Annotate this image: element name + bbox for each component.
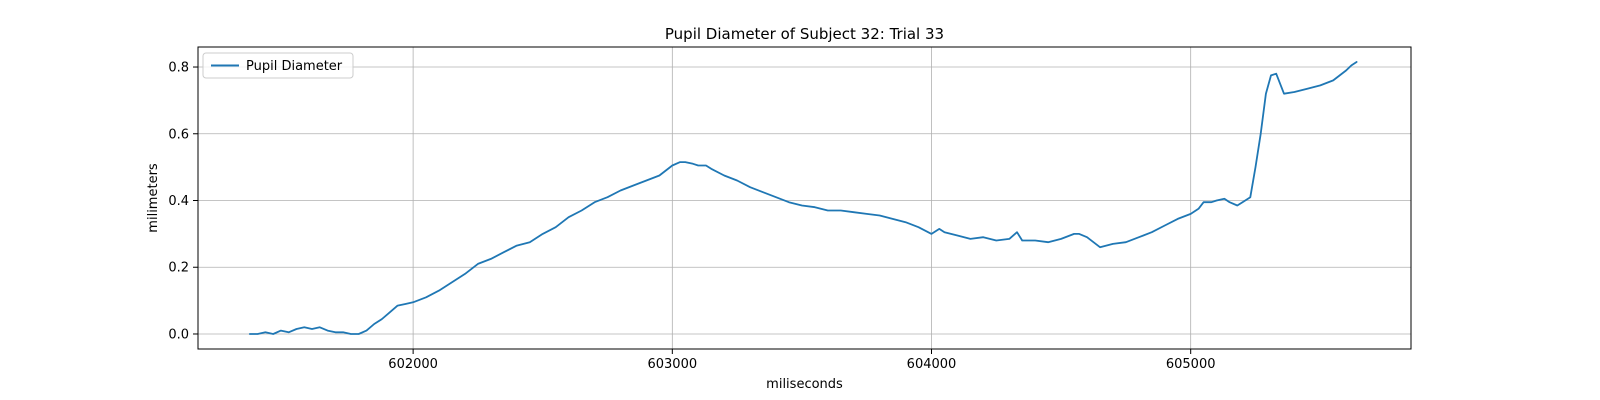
x-tick-label: 602000	[388, 357, 438, 372]
plot-area-frame	[197, 46, 1412, 350]
y-tick-label: 0.6	[168, 127, 189, 142]
legend-label-pupil-diameter: Pupil Diameter	[246, 59, 343, 74]
series-line-pupil-diameter	[248, 61, 1358, 335]
legend-box	[202, 52, 354, 79]
y-tick-label: 0.2	[168, 261, 189, 276]
grid-lines	[198, 47, 1411, 349]
x-tick-label: 604000	[907, 357, 957, 372]
y-tick-label: 0.0	[168, 327, 189, 342]
x-tick-label: 605000	[1166, 357, 1216, 372]
series-layer	[248, 61, 1358, 335]
x-axis-label: miliseconds	[766, 377, 843, 392]
y-axis-ticks: 0.0 0.2 0.4 0.6 0.8	[168, 61, 198, 342]
x-tick-label: 603000	[647, 357, 697, 372]
legend: Pupil Diameter	[202, 52, 354, 79]
y-tick-label: 0.8	[168, 61, 189, 76]
y-tick-label: 0.4	[168, 194, 189, 209]
y-axis-label: milimeters	[146, 163, 161, 233]
chart-title: Pupil Diameter of Subject 32: Trial 33	[665, 25, 944, 43]
x-axis-ticks: 602000 603000 604000 605000	[388, 349, 1216, 372]
